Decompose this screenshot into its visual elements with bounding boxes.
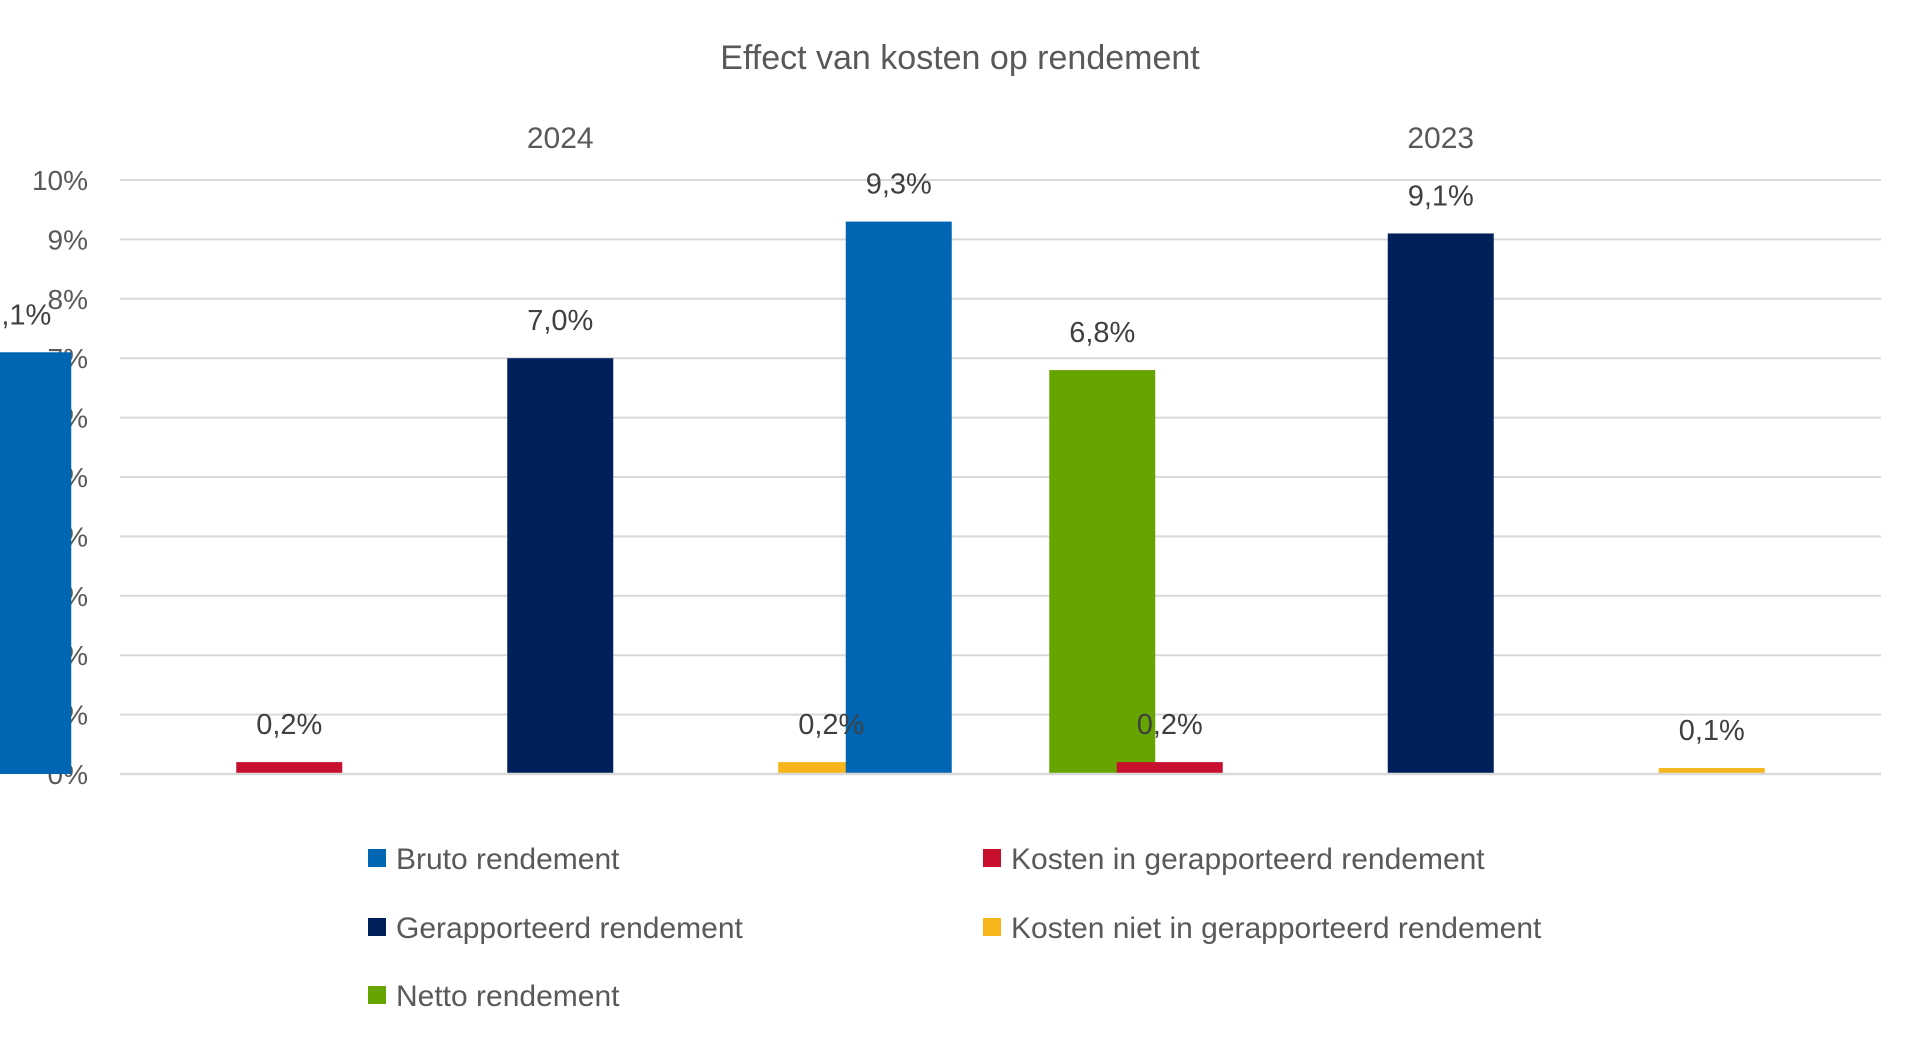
- data-label: 7,0%: [527, 305, 593, 337]
- data-labels: 7,1%0,2%7,0%0,2%6,8%9,3%0,2%9,1%0,1%8,9%: [0, 169, 1745, 747]
- data-label: 9,3%: [866, 169, 932, 201]
- legend: Bruto rendement Kosten in gerapporteerd r…: [368, 843, 1542, 1013]
- data-label: 9,1%: [1408, 180, 1474, 212]
- category-labels: 2024 2023: [527, 122, 1474, 155]
- legend-item: Netto rendement: [368, 980, 620, 1013]
- legend-swatch: [368, 918, 386, 936]
- chart-title: Effect van kosten op rendement: [720, 39, 1200, 77]
- y-tick-label: 8%: [48, 284, 88, 315]
- data-label: 0,2%: [798, 709, 864, 741]
- y-tick-label: 10%: [32, 165, 88, 196]
- legend-item: Kosten in gerapporteerd rendement: [983, 843, 1485, 876]
- y-tick-label: 9%: [48, 224, 88, 255]
- bar: [236, 762, 343, 774]
- legend-label: Netto rendement: [396, 980, 620, 1013]
- legend-swatch: [368, 986, 386, 1004]
- legend-item: Kosten niet in gerapporteerd rendement: [983, 912, 1542, 945]
- legend-label: Gerapporteerd rendement: [396, 912, 744, 945]
- bar: [1658, 768, 1765, 774]
- bar: [778, 762, 885, 774]
- data-label: 7,1%: [0, 299, 51, 331]
- legend-swatch: [983, 918, 1001, 936]
- gridlines: [120, 179, 1881, 716]
- legend-label: Bruto rendement: [396, 843, 620, 876]
- legend-item: Gerapporteerd rendement: [368, 912, 744, 945]
- data-label: 0,2%: [1137, 709, 1203, 741]
- legend-label: Kosten niet in gerapporteerd rendement: [1011, 912, 1542, 945]
- legend-swatch: [368, 849, 386, 867]
- data-label: 0,1%: [1679, 715, 1745, 747]
- category-label: 2024: [527, 122, 594, 155]
- category-label: 2023: [1407, 122, 1474, 155]
- data-label: 0,2%: [256, 709, 322, 741]
- bar: [1387, 233, 1494, 774]
- legend-swatch: [983, 849, 1001, 867]
- bars: [0, 221, 1765, 774]
- legend-label: Kosten in gerapporteerd rendement: [1011, 843, 1485, 876]
- bar: [507, 358, 614, 774]
- bar: [0, 352, 72, 774]
- bar: [845, 221, 952, 774]
- data-label: 6,8%: [1069, 317, 1135, 349]
- bar: [1049, 370, 1156, 774]
- bar: [1116, 762, 1223, 774]
- legend-item: Bruto rendement: [368, 843, 620, 876]
